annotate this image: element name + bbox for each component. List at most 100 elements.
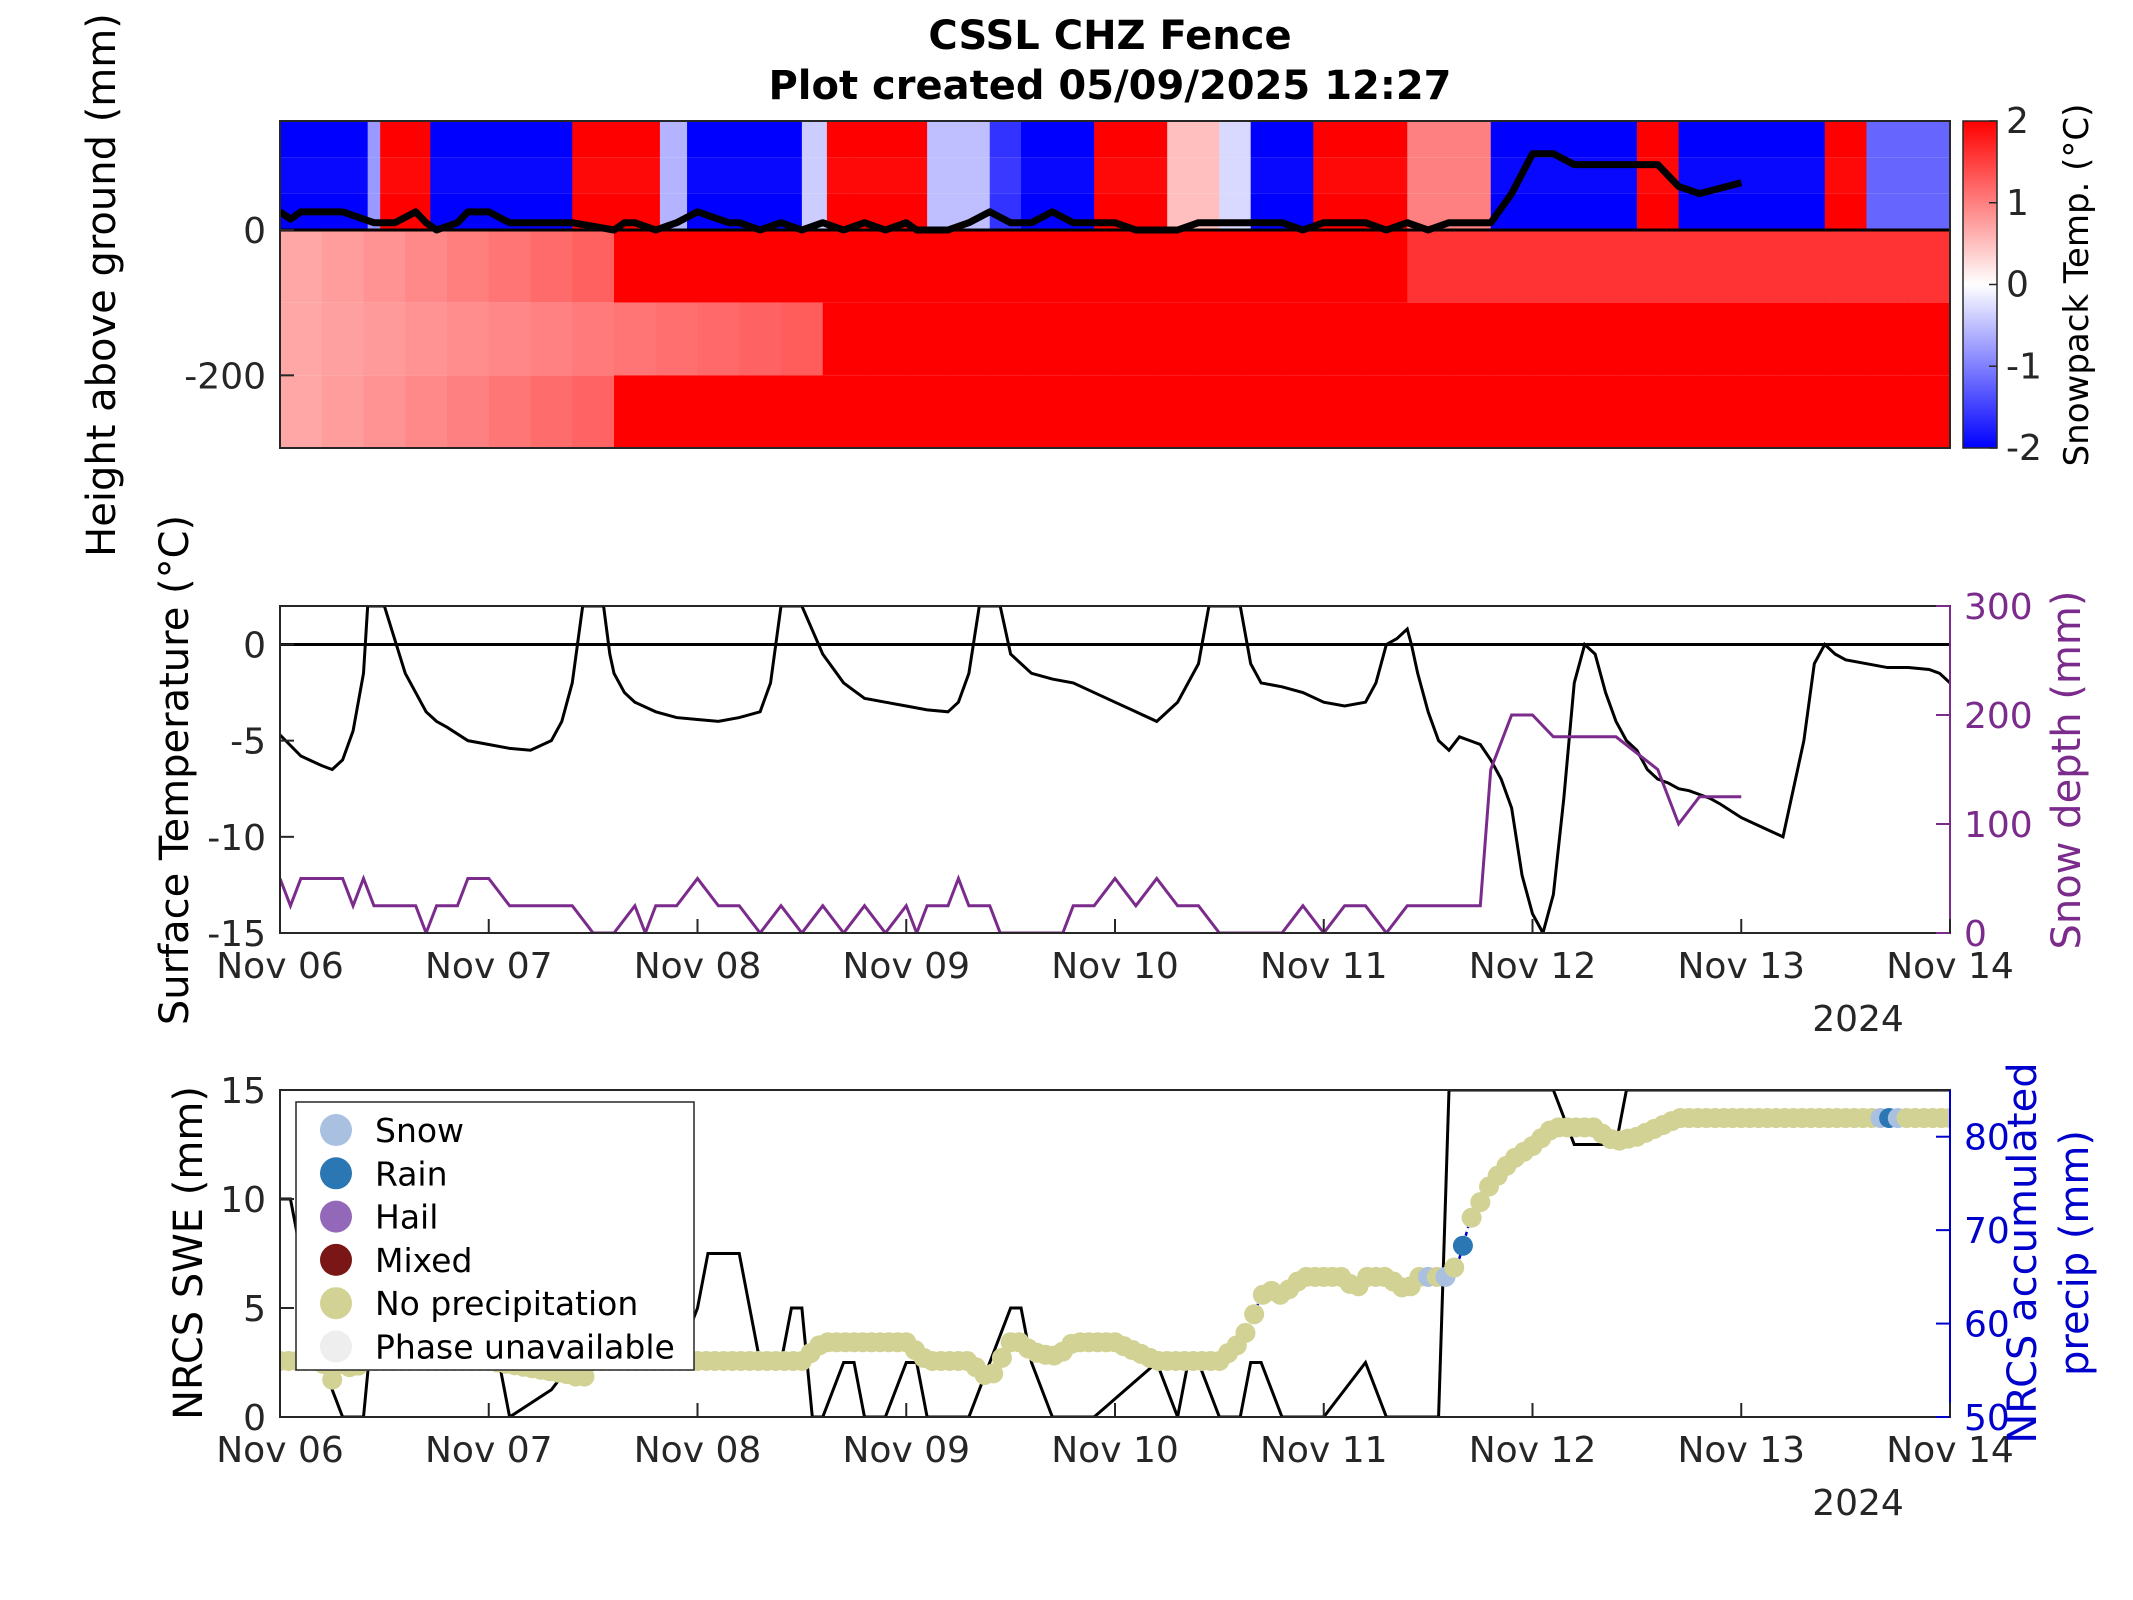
heatmap-cell xyxy=(1490,375,1533,448)
heatmap-cell xyxy=(1031,302,1074,376)
heatmap-cell xyxy=(1490,193,1638,230)
heatmap-cell xyxy=(1156,375,1199,448)
heatmap-cell xyxy=(1908,302,1950,376)
heatmap-cell xyxy=(864,375,907,448)
heatmap-cell xyxy=(1167,121,1220,158)
legend: Snow Rain Hail Mixed No precipitation Phase u… xyxy=(295,1101,695,1371)
panel3-xtick-label: Nov 07 xyxy=(425,1430,553,1471)
heatmap-cell xyxy=(367,157,381,194)
heatmap-cell xyxy=(367,121,381,158)
legend-marker xyxy=(320,1243,352,1276)
precip-ytick-label: 80 xyxy=(1964,1118,2010,1159)
heatmap-cell xyxy=(1021,121,1095,158)
heatmap-cell xyxy=(1156,302,1199,376)
heatmap-cell xyxy=(1616,302,1659,376)
heatmap-cell xyxy=(321,302,364,376)
heatmap-cell xyxy=(1282,302,1325,376)
snow-depth-ytick-label: 200 xyxy=(1964,696,2033,737)
panel3-xtick-label: Nov 13 xyxy=(1677,1430,1805,1471)
legend-box xyxy=(295,1101,695,1371)
heatmap-cell xyxy=(1616,375,1659,448)
heatmap-cell xyxy=(405,230,448,303)
heatmap-cell xyxy=(280,230,323,303)
heatmap-cell xyxy=(906,230,949,303)
heatmap-cell xyxy=(655,230,698,303)
heatmap-cell xyxy=(1699,375,1742,448)
heatmap-cell xyxy=(1323,375,1366,448)
heatmap-cell xyxy=(1866,375,1909,448)
heatmap-cell xyxy=(447,230,490,303)
heatmap-cell xyxy=(614,230,657,303)
heatmap-cell xyxy=(488,302,531,376)
heatmap-cell xyxy=(1532,230,1575,303)
panel3-xtick-label: Nov 12 xyxy=(1469,1430,1597,1471)
heatmap-cell xyxy=(1115,230,1158,303)
heatmap-cell xyxy=(1532,375,1575,448)
heatmap-cell xyxy=(1198,230,1241,303)
precip-phase-marker xyxy=(1452,1235,1473,1256)
snow-depth-ytick-label: 300 xyxy=(1964,587,2033,628)
heatmap-cell xyxy=(1866,230,1909,303)
heatmap-cell xyxy=(989,230,1032,303)
heatmap-cell xyxy=(1783,230,1826,303)
heatmap-cell xyxy=(1240,230,1283,303)
legend-label: Rain xyxy=(375,1154,448,1193)
year-label-panel3: 2024 xyxy=(1812,1483,1904,1524)
heatmap-cell xyxy=(1167,157,1220,194)
legend-label: Phase unavailable xyxy=(375,1328,675,1367)
heatmap-cell xyxy=(989,121,1022,158)
heatmap-cell xyxy=(1490,121,1638,158)
heatmap-cell xyxy=(1678,157,1826,194)
heatmap-cell xyxy=(1824,193,1867,230)
heatmap-cell xyxy=(1198,375,1241,448)
heatmap-cell xyxy=(1073,302,1116,376)
heatmap-cell xyxy=(1094,121,1168,158)
heatmap-cell xyxy=(280,375,323,448)
heatmap-cell xyxy=(1407,230,1450,303)
precip-phase-marker xyxy=(983,1363,1004,1384)
heatmap-cell xyxy=(430,157,573,194)
heatmap-cell xyxy=(1094,157,1168,194)
precip-ytick-label: 50 xyxy=(1964,1398,2010,1439)
heatmap-cell xyxy=(854,157,928,194)
legend-marker xyxy=(320,1287,352,1320)
heatmap-cell xyxy=(1699,230,1742,303)
heatmap-cell xyxy=(1908,375,1950,448)
colorbar-tick-label: 2 xyxy=(2006,101,2029,142)
heatmap-cell xyxy=(989,375,1032,448)
surface-temp-ytick-label: 0 xyxy=(243,625,266,666)
swe-ytick-label: 0 xyxy=(243,1398,266,1439)
surface-temp-line xyxy=(280,606,1950,933)
heatmap-cell xyxy=(927,121,991,158)
heatmap-cell xyxy=(659,157,688,194)
heatmap-cell xyxy=(363,230,406,303)
heatmap-cell xyxy=(1073,230,1116,303)
heatmap-cell xyxy=(1616,230,1659,303)
heatmap-cell xyxy=(906,302,949,376)
heatmap-cell xyxy=(1866,121,1950,158)
heatmap-cell xyxy=(1031,230,1074,303)
heatmap-cell xyxy=(1908,230,1950,303)
legend-marker xyxy=(320,1157,352,1190)
heatmap-cell xyxy=(1240,375,1283,448)
heatmap-cell xyxy=(1824,157,1867,194)
heatmap-cell xyxy=(1407,121,1492,158)
precip-phase-marker xyxy=(574,1366,595,1387)
heatmap-cell xyxy=(655,302,698,376)
snow-depth-ytick-label: 0 xyxy=(1964,914,1987,955)
panel2-xtick-label: Nov 14 xyxy=(1886,946,2014,987)
heatmap-cell xyxy=(614,375,657,448)
legend-label: Snow xyxy=(375,1111,464,1150)
snow-height-line xyxy=(280,150,1743,234)
heatmap-cell xyxy=(447,302,490,376)
heatmap-cell xyxy=(1407,302,1450,376)
snowpack-heatmap-panel: -200 0 Height above ground (mm) -2 -1 0 1 2 S… xyxy=(79,13,2097,557)
chart-title-line2: Plot created 05/09/2025 12:27 xyxy=(768,63,1451,109)
heatmap-cell xyxy=(781,375,824,448)
heatmap-cell xyxy=(1282,230,1325,303)
heatmap-cell xyxy=(655,375,698,448)
heatmap-cell xyxy=(1866,193,1950,230)
heatmap-cell xyxy=(1678,193,1826,230)
heatmap-cell xyxy=(906,375,949,448)
heatmap-cell xyxy=(1657,302,1700,376)
